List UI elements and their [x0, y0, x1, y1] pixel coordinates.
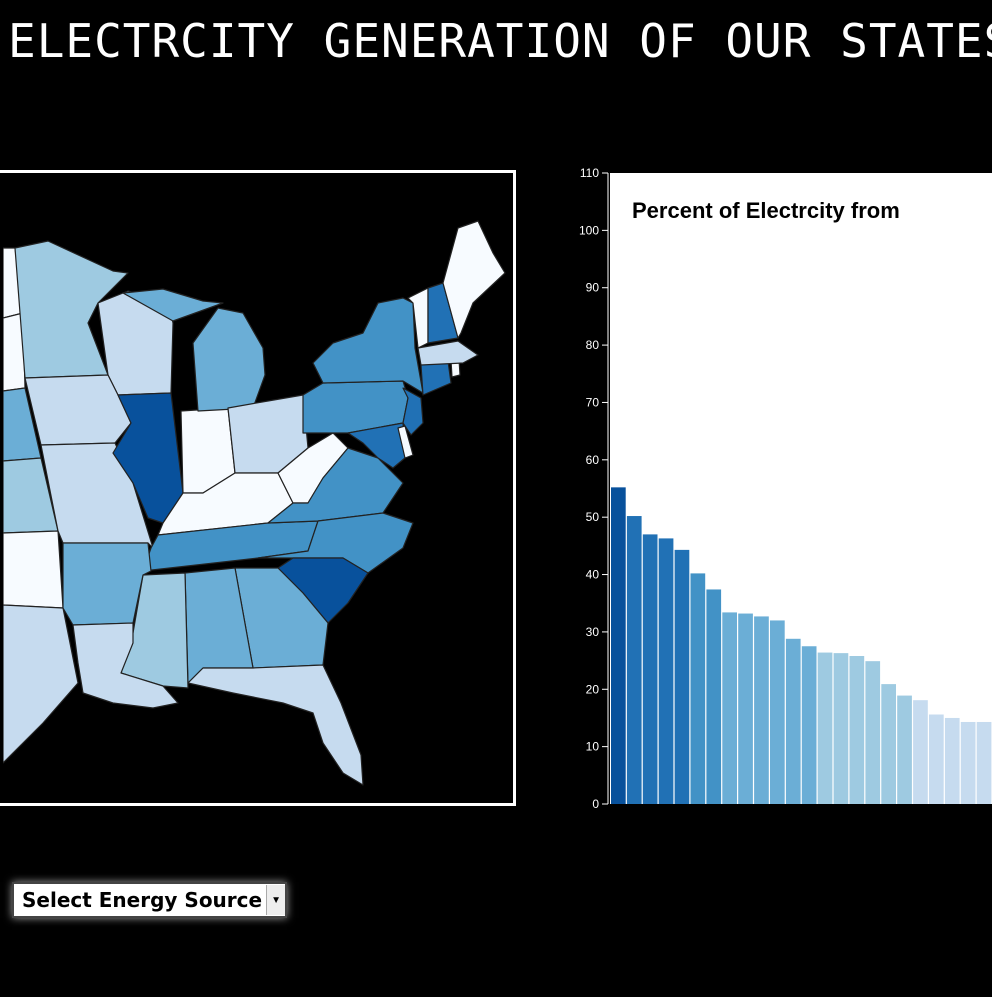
bar[interactable] — [944, 717, 960, 804]
bar[interactable] — [833, 653, 849, 804]
bar[interactable] — [738, 613, 753, 804]
bar[interactable] — [881, 684, 896, 804]
bar[interactable] — [611, 487, 626, 804]
energy-source-select[interactable]: Select Energy Source ▼ — [12, 882, 288, 918]
y-tick-label: 80 — [586, 338, 600, 352]
bar[interactable] — [706, 589, 722, 804]
map-state[interactable] — [192, 307, 266, 412]
bar[interactable] — [674, 549, 690, 804]
map-state[interactable] — [187, 664, 364, 786]
bar[interactable] — [897, 695, 912, 804]
us-state-map — [0, 170, 516, 806]
y-axis: 0 10 20 30 40 50 60 70 80 90 100 110 — [579, 166, 609, 811]
chart-plot-background — [610, 173, 992, 804]
map-state[interactable] — [407, 287, 429, 349]
bar[interactable] — [722, 612, 737, 804]
bar[interactable] — [754, 616, 769, 804]
bar[interactable] — [690, 573, 706, 804]
bar[interactable] — [849, 656, 865, 804]
map-state[interactable] — [442, 220, 506, 339]
y-tick-label: 50 — [586, 510, 600, 524]
map-state[interactable] — [72, 622, 179, 709]
map-state[interactable] — [3, 604, 79, 764]
bar[interactable] — [976, 721, 992, 804]
bar[interactable] — [770, 620, 785, 804]
y-tick-label: 60 — [586, 453, 600, 467]
bar[interactable] — [801, 646, 817, 804]
y-tick-label: 0 — [592, 797, 599, 811]
y-tick-label: 30 — [586, 625, 600, 639]
map-state[interactable] — [62, 542, 152, 626]
map-svg — [3, 220, 506, 786]
y-tick-label: 70 — [586, 395, 600, 409]
map-state[interactable] — [112, 392, 184, 524]
bars-group — [611, 487, 992, 804]
bar[interactable] — [865, 661, 881, 804]
chart-title: Percent of Electrcity from — [632, 198, 900, 223]
map-state[interactable] — [397, 425, 414, 459]
y-tick-label: 20 — [586, 682, 600, 696]
map-state[interactable] — [122, 288, 224, 322]
bar[interactable] — [960, 721, 976, 804]
map-state[interactable] — [312, 297, 424, 394]
bar[interactable] — [658, 538, 674, 804]
map-state[interactable] — [417, 340, 479, 366]
bar[interactable] — [785, 638, 801, 804]
bar[interactable] — [626, 516, 642, 804]
y-tick-label: 10 — [586, 740, 600, 754]
bar[interactable] — [913, 700, 928, 804]
y-tick-label: 40 — [586, 568, 600, 582]
page-title: ELECTRCITY GENERATION OF OUR STATES — [8, 14, 992, 68]
y-tick-label: 110 — [580, 166, 599, 180]
y-tick-label: 90 — [586, 281, 600, 295]
bar[interactable] — [929, 714, 944, 804]
bar[interactable] — [642, 534, 658, 804]
bar[interactable] — [817, 652, 833, 804]
y-tick-label: 100 — [579, 223, 599, 237]
map-state[interactable] — [402, 387, 424, 436]
chevron-down-icon[interactable]: ▼ — [266, 885, 286, 915]
energy-source-select-label: Select Energy Source — [22, 888, 263, 912]
